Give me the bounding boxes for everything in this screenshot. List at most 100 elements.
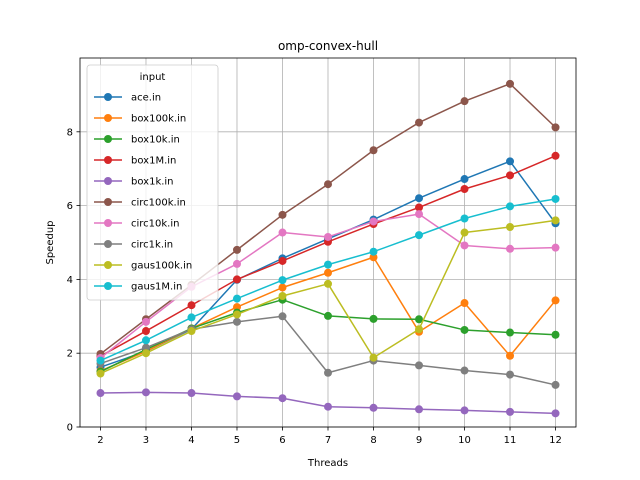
data-point: [460, 406, 469, 415]
data-point: [369, 247, 378, 256]
data-point: [415, 194, 424, 203]
data-point: [324, 268, 332, 277]
data-point: [460, 214, 469, 223]
data-point: [232, 245, 241, 254]
legend-item: box1k.in: [94, 177, 174, 188]
legend-swatch-marker: [104, 282, 112, 290]
legend-label: gaus1M.in: [131, 282, 182, 293]
data-point: [278, 394, 287, 403]
data-point: [551, 216, 560, 225]
legend-swatch-marker: [104, 177, 112, 185]
data-point: [141, 388, 150, 397]
data-point: [551, 123, 560, 132]
x-tick-label: 10: [458, 435, 471, 446]
data-point: [460, 299, 469, 308]
data-point: [324, 180, 332, 189]
data-point: [506, 370, 515, 379]
data-point: [460, 241, 469, 250]
legend-label: circ1k.in: [131, 240, 173, 251]
data-point: [551, 243, 560, 252]
legend-item: circ100k.in: [94, 198, 186, 209]
data-point: [369, 353, 378, 362]
legend-label: gaus100k.in: [131, 261, 192, 272]
y-tick-label: 8: [67, 127, 73, 138]
x-tick-label: 3: [143, 435, 149, 446]
data-point: [460, 184, 469, 193]
x-tick-label: 12: [549, 435, 562, 446]
data-point: [278, 228, 287, 237]
legend-label: circ100k.in: [131, 198, 186, 209]
legend-label: box1k.in: [131, 177, 174, 188]
series-gaus100k-in: [96, 216, 560, 378]
legend-item: ace.in: [94, 93, 161, 104]
legend-item: gaus100k.in: [94, 261, 192, 272]
legend-item: circ10k.in: [94, 219, 179, 230]
legend-swatch-marker: [104, 219, 112, 227]
y-axis: 0 2 4 6 8: [67, 127, 80, 434]
legend: input ace.in box100k.in box10k.in box1M.in bo…: [86, 64, 219, 301]
data-point: [278, 292, 287, 301]
legend-item: circ1k.in: [94, 240, 173, 251]
chart-title: omp-convex-hull: [278, 39, 378, 53]
data-point: [415, 405, 424, 414]
data-point: [232, 259, 241, 268]
legend-swatch-marker: [104, 240, 112, 248]
y-tick-label: 6: [67, 201, 73, 212]
data-point: [415, 118, 424, 127]
legend-swatch-marker: [104, 156, 112, 164]
data-point: [460, 175, 469, 184]
data-point: [506, 244, 515, 253]
legend-title: input: [140, 72, 166, 83]
data-point: [506, 157, 515, 166]
data-point: [551, 330, 560, 339]
x-axis: 2 3 4 5 6 7 8 9 10 11 12: [97, 427, 562, 446]
data-point: [415, 231, 424, 240]
data-point: [324, 279, 332, 288]
data-point: [232, 310, 241, 319]
data-point: [324, 232, 332, 241]
data-point: [506, 407, 515, 416]
data-point: [278, 256, 287, 265]
legend-label: box100k.in: [131, 114, 186, 125]
series-box1k-in: [96, 388, 560, 418]
data-point: [187, 327, 196, 336]
x-axis-label: Threads: [307, 458, 348, 469]
data-point: [278, 312, 287, 321]
x-tick-label: 2: [97, 435, 103, 446]
plot-area: [96, 79, 560, 418]
data-point: [141, 317, 150, 326]
y-tick-label: 4: [67, 275, 73, 286]
x-tick-label: 7: [325, 435, 331, 446]
data-point: [141, 327, 150, 336]
series-gaus1M-in: [96, 194, 560, 365]
data-point: [506, 202, 515, 211]
y-tick-label: 2: [67, 349, 73, 360]
legend-item: box10k.in: [94, 135, 180, 146]
data-point: [324, 402, 332, 411]
data-point: [460, 325, 469, 334]
legend-label: circ10k.in: [131, 219, 179, 230]
data-point: [415, 210, 424, 219]
data-point: [141, 349, 150, 358]
data-point: [415, 203, 424, 212]
x-tick-label: 5: [234, 435, 240, 446]
data-point: [460, 366, 469, 375]
data-point: [96, 389, 105, 398]
data-point: [324, 260, 332, 269]
data-point: [141, 336, 150, 345]
data-point: [232, 392, 241, 401]
legend-item: box100k.in: [94, 114, 186, 125]
legend-swatch-marker: [104, 198, 112, 206]
data-point: [551, 151, 560, 160]
legend-label: box10k.in: [131, 135, 180, 146]
legend-label: ace.in: [131, 93, 161, 104]
data-point: [369, 146, 378, 155]
data-point: [369, 314, 378, 323]
data-point: [369, 253, 378, 262]
data-point: [415, 325, 424, 334]
data-point: [506, 171, 515, 180]
data-point: [551, 409, 560, 418]
data-point: [96, 369, 105, 378]
data-point: [324, 311, 332, 320]
data-point: [232, 294, 241, 303]
